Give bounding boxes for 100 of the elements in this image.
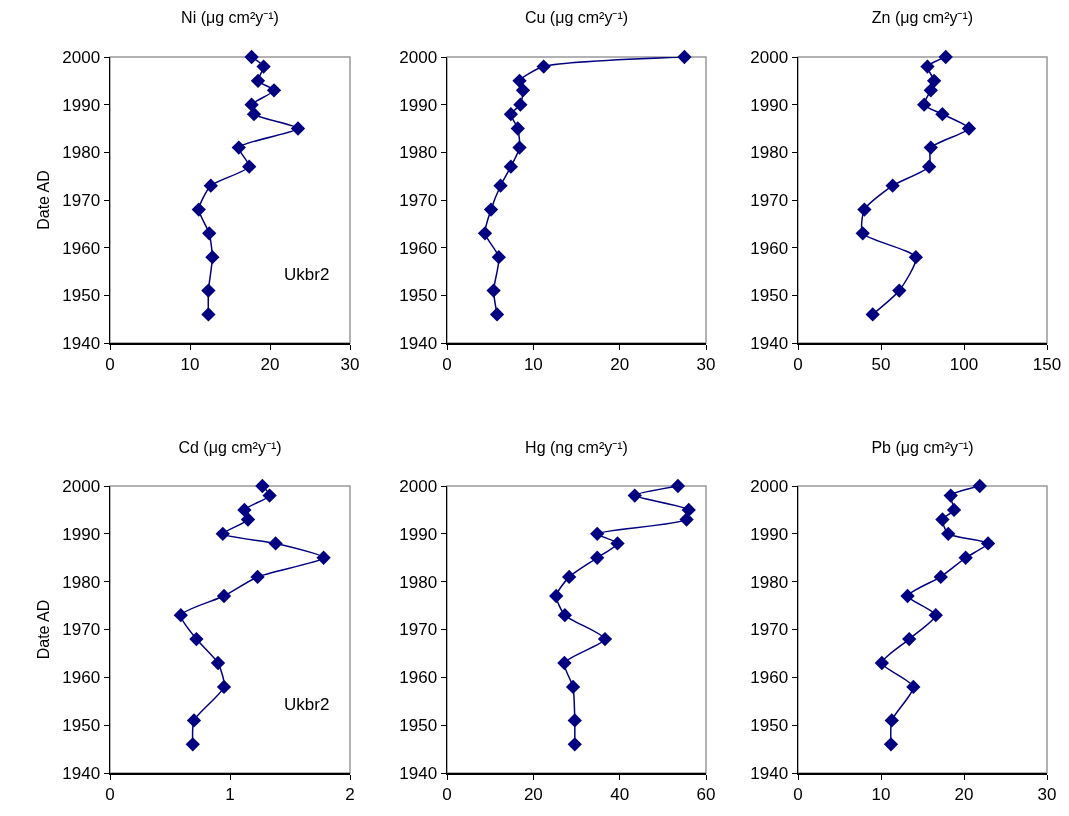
x-tick-label: 50: [871, 354, 891, 374]
chart-title: Hg (ng cm²y⁻¹): [525, 439, 628, 457]
y-tick-label: 1950: [62, 286, 101, 306]
y-tick-label: 1990: [750, 95, 789, 115]
x-tick-label: 0: [442, 784, 452, 804]
point: [202, 226, 217, 241]
point: [510, 121, 525, 136]
x-tick-label: 0: [793, 784, 803, 804]
point: [256, 59, 271, 74]
point: [189, 631, 204, 647]
y-tick-label: 2000: [399, 47, 438, 67]
point: [512, 73, 527, 88]
y-tick-label: 1960: [62, 668, 101, 688]
y-tick-label: 1960: [62, 238, 101, 258]
point: [503, 107, 519, 122]
point: [244, 49, 259, 65]
y-tick-label: 1970: [750, 190, 789, 210]
x-tick-label: 20: [610, 354, 630, 374]
point: [567, 737, 582, 752]
x-tick-label: 150: [1032, 354, 1062, 374]
point: [597, 631, 613, 647]
y-tick-label: 1980: [750, 572, 789, 592]
chart-title: Cu (μg cm²y⁻¹): [524, 9, 629, 27]
point: [290, 121, 306, 136]
point: [926, 73, 942, 88]
y-tick-label: 1960: [750, 238, 789, 258]
point: [972, 478, 987, 494]
point: [885, 178, 900, 193]
y-tick-label: 1990: [750, 524, 789, 544]
point: [215, 526, 230, 541]
y-tick-label: 2000: [399, 476, 438, 496]
point: [883, 737, 899, 752]
annotation: Ukbr2: [284, 265, 330, 284]
point: [493, 178, 508, 193]
chart-title: Zn (μg cm²y⁻¹): [871, 9, 974, 27]
y-tick-label: 2000: [62, 47, 101, 67]
x-tick-label: 30: [340, 354, 360, 374]
point: [874, 655, 889, 671]
y-tick-label: 1940: [750, 333, 789, 353]
y-tick-label: 1950: [399, 716, 438, 736]
y-axis-title: Date AD: [35, 170, 53, 230]
point: [489, 307, 505, 322]
y-tick-label: 1940: [62, 333, 101, 353]
y-tick-label: 1990: [62, 524, 101, 544]
y-tick-label: 1970: [750, 620, 789, 640]
y-tick-label: 1960: [399, 238, 438, 258]
point: [670, 478, 686, 494]
y-tick-label: 2000: [750, 47, 789, 67]
point: [610, 536, 625, 551]
y-tick-label: 1990: [399, 524, 438, 544]
point: [557, 655, 572, 671]
point: [205, 250, 220, 265]
x-tick-label: 2: [345, 784, 355, 804]
point: [491, 250, 506, 265]
point: [892, 283, 907, 298]
point: [250, 569, 265, 585]
point: [627, 488, 642, 503]
point: [246, 107, 262, 122]
y-tick-label: 1980: [62, 572, 101, 592]
y-tick-label: 1960: [399, 668, 438, 688]
point: [216, 679, 232, 695]
point: [677, 49, 692, 65]
point: [865, 307, 880, 322]
point: [173, 608, 188, 623]
point: [316, 550, 331, 565]
point: [477, 226, 493, 241]
point: [562, 569, 577, 585]
point: [935, 512, 950, 527]
y-tick-label: 1970: [399, 190, 438, 210]
y-tick-label: 1950: [750, 716, 789, 736]
annotation: Ukbr2: [284, 695, 330, 714]
point: [921, 159, 937, 174]
point: [203, 178, 218, 193]
x-tick-label: 20: [260, 354, 280, 374]
point: [250, 73, 266, 88]
point: [923, 83, 938, 98]
point: [980, 536, 996, 551]
point: [958, 550, 973, 565]
y-tick-label: 1980: [399, 143, 438, 163]
y-axis-title: Date AD: [35, 599, 53, 660]
x-tick-label: 60: [696, 784, 716, 804]
point: [262, 488, 277, 503]
point: [266, 83, 282, 98]
point: [557, 608, 572, 623]
y-tick-label: 1940: [399, 763, 438, 783]
point: [237, 502, 252, 518]
x-tick-label: 30: [696, 354, 716, 374]
chart-title: Ni (μg cm²y⁻¹): [181, 9, 279, 27]
point: [941, 526, 956, 541]
point: [201, 283, 216, 298]
x-tick-label: 30: [1037, 784, 1057, 804]
point: [933, 569, 948, 585]
chart-title: Cd (μg cm²y⁻¹): [178, 439, 282, 457]
point: [946, 502, 962, 518]
point: [515, 83, 531, 98]
y-tick-label: 1940: [62, 763, 101, 783]
x-tick-label: 10: [180, 354, 200, 374]
point: [884, 713, 899, 728]
y-tick-label: 1950: [62, 716, 101, 736]
point: [900, 588, 915, 604]
